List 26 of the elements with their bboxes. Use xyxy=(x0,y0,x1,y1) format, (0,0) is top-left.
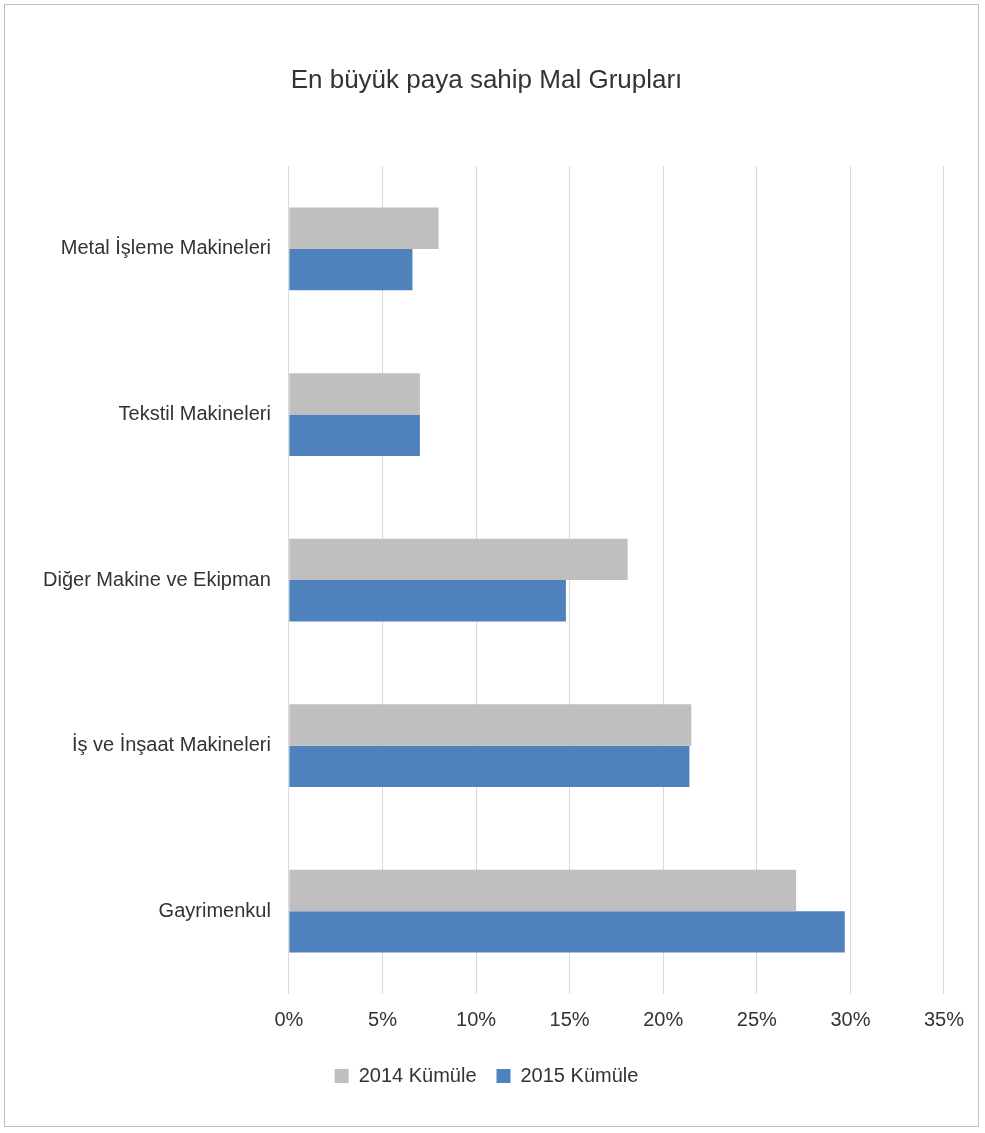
x-tick-label: 15% xyxy=(549,1007,590,1030)
legend-label: 2015 Kümüle xyxy=(520,1063,639,1086)
bar xyxy=(289,704,692,746)
x-tick-label: 0% xyxy=(274,1007,304,1030)
chart-title: En büyük paya sahip Mal Grupları xyxy=(290,63,683,94)
legend-label: 2014 Kümüle xyxy=(358,1063,477,1086)
x-tick-label: 10% xyxy=(456,1007,497,1030)
y-tick-label: Diğer Makine ve Ekipman xyxy=(43,567,271,590)
y-tick-label: Gayrimenkul xyxy=(158,898,271,921)
bar xyxy=(289,745,690,788)
bar xyxy=(289,911,845,953)
bar xyxy=(289,207,439,249)
x-tick-label: 20% xyxy=(643,1007,684,1030)
bar xyxy=(289,538,628,581)
y-tick-label: Metal İşleme Makineleri xyxy=(60,236,271,259)
x-tick-label: 25% xyxy=(736,1007,778,1030)
x-tick-label: 35% xyxy=(923,1007,965,1030)
y-tick-label: Tekstil Makineleri xyxy=(118,402,271,425)
bar xyxy=(289,414,420,456)
bar xyxy=(289,869,797,912)
x-tick-label: 30% xyxy=(830,1007,871,1030)
y-tick-label: İş ve İnşaat Makineleri xyxy=(71,733,271,756)
x-tick-label: 5% xyxy=(368,1007,398,1030)
bar xyxy=(289,373,420,415)
bar xyxy=(289,248,413,291)
bar xyxy=(289,580,566,622)
